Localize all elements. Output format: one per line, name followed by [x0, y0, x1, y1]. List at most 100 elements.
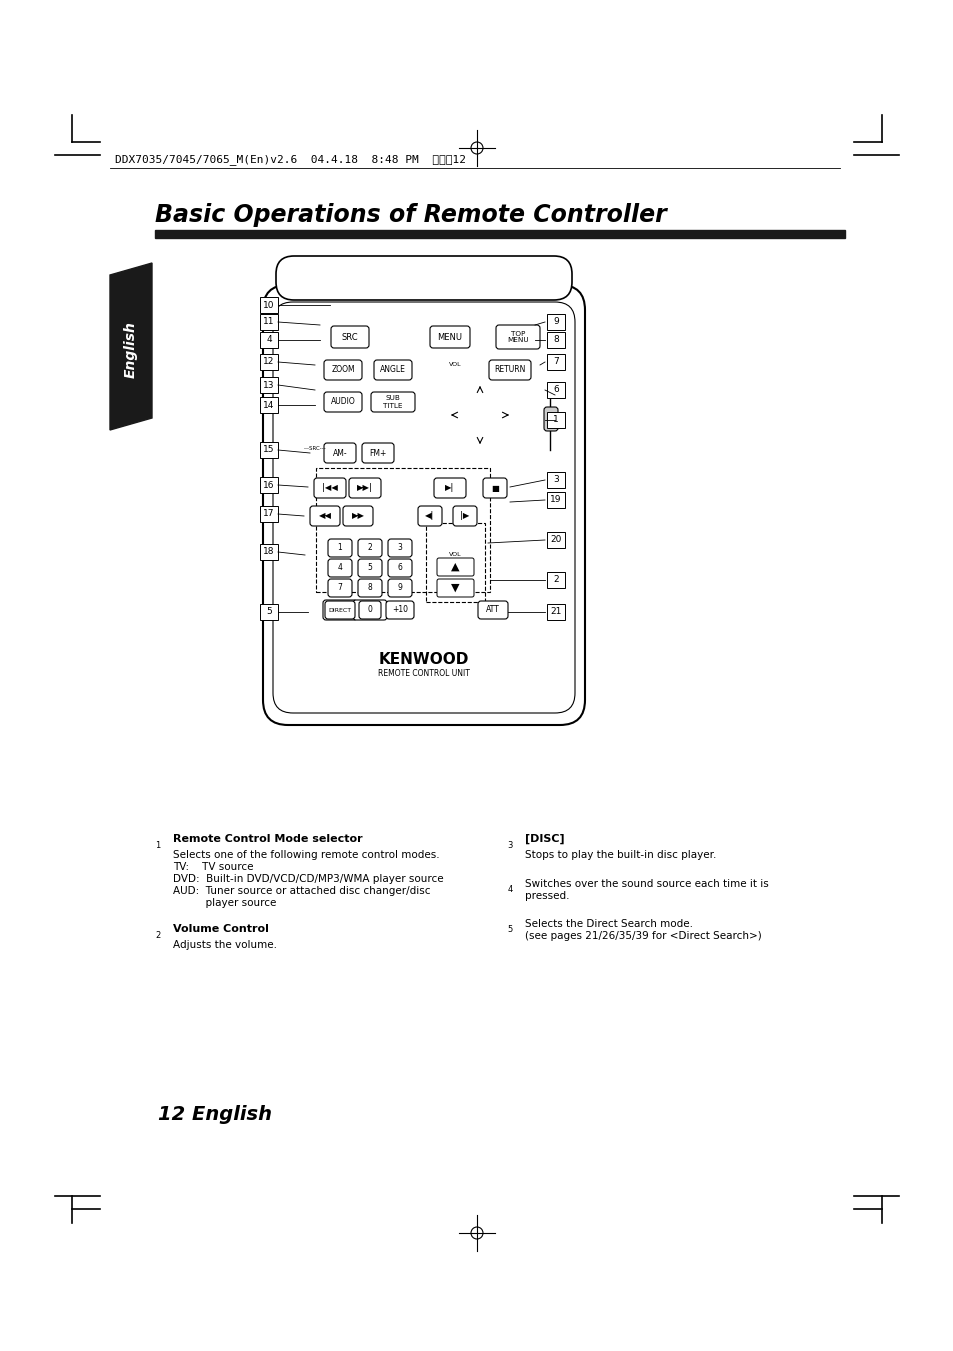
- FancyBboxPatch shape: [434, 478, 465, 499]
- FancyBboxPatch shape: [386, 601, 414, 619]
- Circle shape: [463, 399, 496, 431]
- Text: 9: 9: [397, 584, 402, 593]
- Text: 14: 14: [263, 400, 274, 409]
- Text: 7: 7: [553, 358, 558, 366]
- FancyBboxPatch shape: [417, 507, 441, 526]
- Text: MENU: MENU: [437, 332, 462, 342]
- Text: ◀◀: ◀◀: [318, 512, 331, 520]
- Text: 9: 9: [553, 317, 558, 327]
- Text: 12 English: 12 English: [158, 1105, 272, 1124]
- Text: (see pages 21/26/35/39 for <Direct Search>): (see pages 21/26/35/39 for <Direct Searc…: [524, 931, 760, 942]
- Text: ▶▶|: ▶▶|: [356, 484, 373, 493]
- FancyBboxPatch shape: [324, 443, 355, 463]
- Text: |▶: |▶: [460, 512, 469, 520]
- Text: 6: 6: [397, 563, 402, 573]
- Text: Switches over the sound source each time it is: Switches over the sound source each time…: [524, 880, 768, 889]
- Text: AUD:  Tuner source or attached disc changer/disc: AUD: Tuner source or attached disc chang…: [172, 886, 430, 896]
- Text: AUDIO: AUDIO: [331, 397, 355, 407]
- FancyBboxPatch shape: [260, 544, 277, 561]
- FancyBboxPatch shape: [358, 601, 380, 619]
- Bar: [154, 230, 844, 238]
- Text: 4: 4: [337, 563, 342, 573]
- Text: TV:    TV source: TV: TV source: [172, 862, 253, 871]
- FancyBboxPatch shape: [482, 478, 506, 499]
- Text: 3: 3: [507, 840, 512, 850]
- Text: 5: 5: [266, 608, 272, 616]
- FancyBboxPatch shape: [260, 297, 277, 313]
- Text: |◀◀: |◀◀: [322, 484, 337, 493]
- FancyBboxPatch shape: [546, 382, 564, 399]
- FancyBboxPatch shape: [546, 471, 564, 488]
- Text: TOP
MENU: TOP MENU: [507, 331, 528, 343]
- FancyBboxPatch shape: [357, 539, 381, 557]
- Text: 12: 12: [263, 358, 274, 366]
- FancyBboxPatch shape: [314, 478, 346, 499]
- Text: 2: 2: [553, 576, 558, 585]
- Text: 1: 1: [553, 416, 558, 424]
- FancyBboxPatch shape: [546, 354, 564, 370]
- Circle shape: [150, 838, 166, 852]
- Text: 16: 16: [263, 481, 274, 489]
- Text: ■: ■: [491, 484, 498, 493]
- Text: ◀|: ◀|: [425, 512, 435, 520]
- FancyBboxPatch shape: [310, 507, 339, 526]
- Text: ---SRC---: ---SRC---: [303, 446, 326, 450]
- FancyBboxPatch shape: [328, 580, 352, 597]
- FancyBboxPatch shape: [263, 285, 584, 725]
- FancyBboxPatch shape: [331, 326, 369, 349]
- Text: ZOOM: ZOOM: [331, 366, 355, 374]
- FancyBboxPatch shape: [343, 507, 373, 526]
- FancyBboxPatch shape: [543, 407, 558, 431]
- FancyBboxPatch shape: [349, 478, 380, 499]
- Text: ATT: ATT: [486, 605, 499, 615]
- Text: SRC: SRC: [341, 332, 358, 342]
- FancyBboxPatch shape: [388, 559, 412, 577]
- FancyBboxPatch shape: [477, 601, 507, 619]
- Text: 5: 5: [367, 563, 372, 573]
- FancyBboxPatch shape: [388, 580, 412, 597]
- FancyBboxPatch shape: [546, 532, 564, 549]
- Text: VOL: VOL: [448, 362, 461, 367]
- Text: Selects the Direct Search mode.: Selects the Direct Search mode.: [524, 919, 692, 929]
- Circle shape: [441, 377, 517, 453]
- FancyBboxPatch shape: [430, 326, 470, 349]
- Text: English: English: [124, 322, 138, 378]
- Text: +10: +10: [392, 605, 408, 615]
- FancyBboxPatch shape: [436, 558, 474, 576]
- Text: Selects one of the following remote control modes.: Selects one of the following remote cont…: [172, 850, 439, 861]
- Text: 1: 1: [337, 543, 342, 553]
- FancyBboxPatch shape: [260, 442, 277, 458]
- Text: 20: 20: [550, 535, 561, 544]
- Text: 1: 1: [155, 840, 160, 850]
- Text: ANGLE: ANGLE: [379, 366, 406, 374]
- Text: 13: 13: [263, 381, 274, 389]
- Text: 17: 17: [263, 509, 274, 519]
- Text: pressed.: pressed.: [524, 892, 569, 901]
- Text: DIRECT: DIRECT: [328, 608, 352, 612]
- FancyBboxPatch shape: [324, 392, 361, 412]
- Text: 19: 19: [550, 496, 561, 504]
- Circle shape: [501, 838, 517, 852]
- FancyBboxPatch shape: [489, 359, 531, 380]
- Polygon shape: [110, 263, 152, 430]
- FancyBboxPatch shape: [361, 443, 394, 463]
- Text: 21: 21: [550, 608, 561, 616]
- FancyBboxPatch shape: [357, 559, 381, 577]
- Text: 0: 0: [367, 605, 372, 615]
- Circle shape: [501, 882, 517, 898]
- Text: Stops to play the built-in disc player.: Stops to play the built-in disc player.: [524, 850, 716, 861]
- Text: ▲: ▲: [450, 562, 458, 571]
- FancyBboxPatch shape: [371, 392, 415, 412]
- Text: SUB
TITLE: SUB TITLE: [383, 396, 402, 408]
- FancyBboxPatch shape: [496, 326, 539, 349]
- FancyBboxPatch shape: [546, 313, 564, 330]
- FancyBboxPatch shape: [453, 507, 476, 526]
- FancyBboxPatch shape: [260, 313, 277, 330]
- Text: Basic Operations of Remote Controller: Basic Operations of Remote Controller: [154, 203, 666, 227]
- Text: 3: 3: [553, 476, 558, 485]
- Text: 18: 18: [263, 547, 274, 557]
- Text: 8: 8: [553, 335, 558, 345]
- FancyBboxPatch shape: [324, 359, 361, 380]
- FancyBboxPatch shape: [546, 604, 564, 620]
- FancyBboxPatch shape: [328, 559, 352, 577]
